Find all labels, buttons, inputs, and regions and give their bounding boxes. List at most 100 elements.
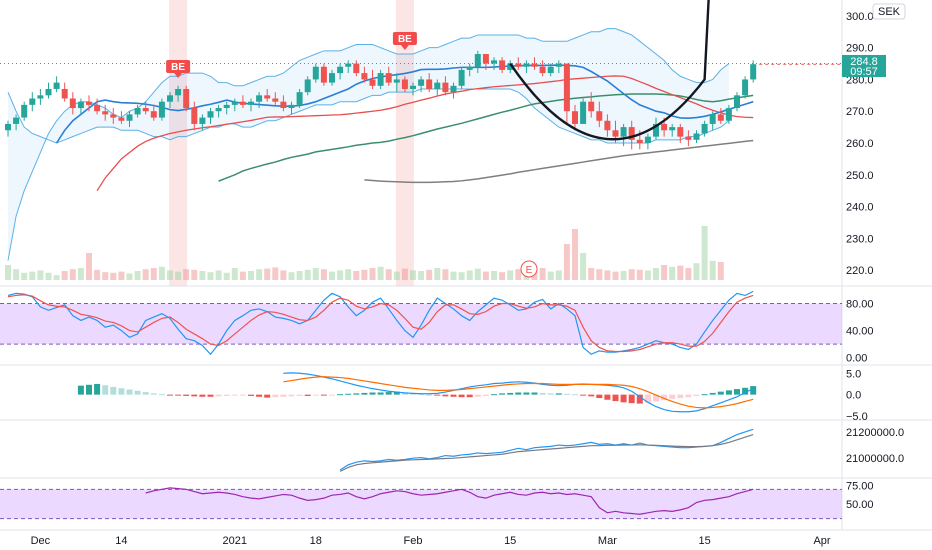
volume-bar: [158, 266, 165, 280]
candle-body: [53, 82, 60, 89]
macd-histogram-bar: [272, 394, 279, 398]
currency-text: SEK: [878, 6, 901, 18]
price-axis[interactable]: 300.0 290.0 280.0 270.0 260.0 250.0 240.0 230.0…: [846, 11, 904, 511]
sma-50-line: [218, 93, 754, 182]
candle-body: [69, 98, 76, 109]
macd-histogram-bar: [86, 384, 92, 395]
volume-bar: [86, 253, 92, 280]
candle-body: [734, 95, 740, 109]
be-badge-pointer: [400, 45, 409, 50]
0-tick-label: 220.0: [846, 265, 874, 277]
macd-histogram-bar: [288, 394, 295, 397]
volume-bar: [677, 265, 684, 280]
macd-histogram-bar: [312, 394, 319, 396]
macd-histogram-bar: [742, 387, 749, 395]
date-label: 15: [698, 535, 710, 547]
volume-bar: [142, 269, 149, 280]
be-badge-label: BE: [398, 34, 412, 45]
price-panel[interactable]: BE BE: [0, 0, 842, 280]
obv-panel[interactable]: [339, 428, 754, 472]
volume-bar: [118, 271, 125, 280]
macd-histogram-bar: [248, 394, 254, 396]
volume-bar: [231, 268, 238, 280]
volume-bar: [547, 271, 554, 280]
candle-body: [256, 95, 263, 102]
macd-histogram-bar: [693, 394, 700, 396]
candle-body: [167, 95, 173, 102]
macd-histogram-bar: [636, 394, 643, 404]
stoch-rsi-panel[interactable]: [0, 290, 842, 356]
volume-bar: [612, 271, 619, 280]
candle-body: [21, 104, 28, 118]
volume-bar: [410, 270, 416, 280]
volume-bar: [458, 272, 465, 280]
bollinger-upper: [7, 28, 730, 261]
macd-histogram-bar: [734, 389, 740, 395]
bollinger-fill: [8, 28, 729, 261]
candle-body: [572, 111, 578, 124]
macd-histogram-bar: [329, 394, 335, 396]
macd-histogram-bar: [167, 394, 173, 396]
volume-bar: [5, 265, 11, 280]
volume-bar: [77, 268, 84, 280]
macd-histogram-bar: [677, 394, 684, 399]
volume-bar: [264, 268, 271, 280]
volume-bar: [466, 270, 473, 280]
obv-line-1: [339, 433, 754, 472]
candle-body: [588, 101, 595, 112]
macd-histogram-bar: [725, 390, 732, 395]
macd-histogram-bar: [426, 394, 433, 396]
date-label: Feb: [404, 535, 423, 547]
macd-panel[interactable]: [77, 372, 757, 413]
macd-histogram-bar: [466, 394, 473, 398]
volume-bar: [693, 263, 700, 280]
macd-histogram-bar: [482, 394, 489, 396]
candle-body: [580, 101, 587, 124]
candle-body: [450, 85, 457, 93]
candle-body: [175, 88, 182, 96]
candle-body: [717, 114, 724, 121]
volume-bar: [239, 271, 246, 280]
macd-histogram-bar: [709, 392, 716, 395]
candle-body: [199, 117, 206, 124]
earnings-marker[interactable]: E: [520, 260, 538, 278]
volume-bar: [669, 266, 676, 280]
volume-bar: [685, 268, 692, 280]
candle-body: [442, 82, 449, 93]
volume-bar: [126, 273, 133, 280]
candle-body: [701, 123, 708, 134]
date-label: 2021: [223, 535, 247, 547]
rsi-line-0: [145, 487, 754, 515]
macd-histogram-bar: [507, 392, 514, 395]
volume-bar: [37, 270, 44, 280]
candle-body: [134, 108, 141, 115]
macd-histogram-bar: [644, 394, 651, 403]
candle-body: [499, 60, 506, 70]
macd-histogram-bar: [94, 383, 101, 395]
date-label: 15: [504, 535, 516, 547]
time-axis[interactable]: Dec 14 2021 18 Feb 15 Mar 15 Apr: [31, 535, 831, 547]
candle-body: [563, 63, 570, 112]
volume-bar: [499, 272, 506, 280]
volume-bar: [256, 269, 263, 280]
candle-body: [539, 66, 546, 74]
last-price-tag: 284.8 09:57: [842, 55, 886, 78]
candle-body: [102, 111, 109, 115]
macd-histogram-bar: [596, 394, 603, 399]
candle-body: [94, 104, 101, 112]
volume-bar: [215, 270, 222, 280]
currency-label[interactable]: SEK: [872, 3, 906, 20]
volume-bar: [401, 268, 408, 280]
macd-histogram-bar: [653, 394, 659, 402]
volume-bar: [110, 272, 117, 280]
0-tick-label: 250.0: [846, 170, 874, 182]
rsi-panel[interactable]: [0, 487, 842, 520]
date-label: 18: [310, 535, 322, 547]
macd-histogram-bar: [572, 394, 578, 396]
macd-histogram-bar: [304, 394, 311, 396]
macd-histogram-bar: [491, 394, 497, 396]
be-badge-pointer: [174, 73, 183, 78]
candle-body: [491, 60, 497, 64]
3-tick-label: 21000000.0: [846, 453, 904, 465]
